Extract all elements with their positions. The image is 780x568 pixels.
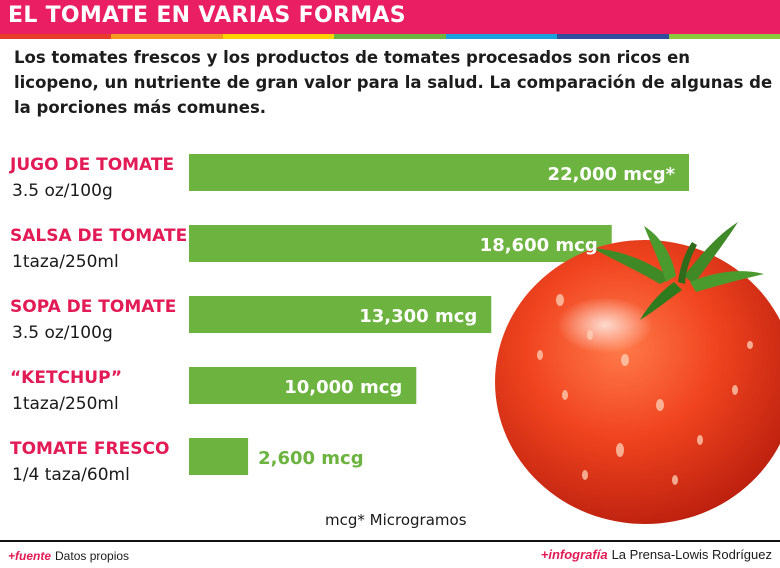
category-label: JUGO DE TOMATE <box>9 155 174 175</box>
source-text: Datos propios <box>55 549 130 563</box>
portion-label: 1taza/250ml <box>12 252 119 272</box>
value-label: 22,000 mcg* <box>548 164 676 185</box>
tomato-stem <box>592 222 764 320</box>
tomato-shine <box>557 297 653 353</box>
title-banner: EL TOMATE EN VARIAS FORMAS <box>0 0 780 34</box>
color-stripe-segment <box>445 34 558 39</box>
lycopene-bar-chart: JUGO DE TOMATE 3.5 oz/100g 22,000 mcg* SALS… <box>9 154 780 524</box>
bar-5 <box>189 438 249 475</box>
color-stripe-segment <box>668 34 780 39</box>
color-stripe-segment <box>557 34 669 39</box>
portion-label: 3.5 oz/100g <box>12 181 113 201</box>
intro-paragraph: Los tomates frescos y los productos de t… <box>14 48 773 117</box>
category-label: “KETCHUP” <box>10 368 122 388</box>
source-credit: +fuente Datos propios <box>8 549 129 563</box>
category-label: TOMATE FRESCO <box>10 439 169 459</box>
bar-4 <box>189 367 417 404</box>
value-label: 18,600 mcg <box>480 235 598 256</box>
credit-tag: +infografía <box>540 547 608 562</box>
source-tag: +fuente <box>8 549 52 563</box>
color-stripe-bar <box>0 34 780 39</box>
unit-note: mcg* Microgramos <box>325 511 467 529</box>
portion-label: 1/4 taza/60ml <box>12 465 130 485</box>
page-title: EL TOMATE EN VARIAS FORMAS <box>8 3 406 28</box>
bar-3 <box>189 296 492 333</box>
bars-layer <box>189 154 689 475</box>
color-stripe-segment <box>0 34 112 39</box>
value-label: 2,600 mcg <box>258 448 364 469</box>
category-label: SOPA DE TOMATE <box>10 297 176 317</box>
color-stripe-segment <box>111 34 223 39</box>
credit-text: La Prensa-Lowis Rodríguez <box>611 547 772 562</box>
footer-divider <box>0 540 780 542</box>
portion-label: 1taza/250ml <box>12 394 119 414</box>
tomato-illustration <box>495 222 780 524</box>
color-stripe-segment <box>334 34 446 39</box>
portion-label: 3.5 oz/100g <box>12 323 113 343</box>
category-label: SALSA DE TOMATE <box>10 226 187 246</box>
value-label: 13,300 mcg <box>359 306 477 327</box>
color-stripe-segment <box>222 34 335 39</box>
tomato-body <box>495 240 780 524</box>
labels-layer: JUGO DE TOMATE 3.5 oz/100g 22,000 mcg* SALS… <box>9 155 676 485</box>
water-droplets <box>537 294 753 485</box>
infographic-credit: +infografía La Prensa-Lowis Rodríguez <box>541 547 772 562</box>
value-label: 10,000 mcg <box>284 377 402 398</box>
bar-1 <box>189 154 689 191</box>
bar-2 <box>189 225 612 262</box>
